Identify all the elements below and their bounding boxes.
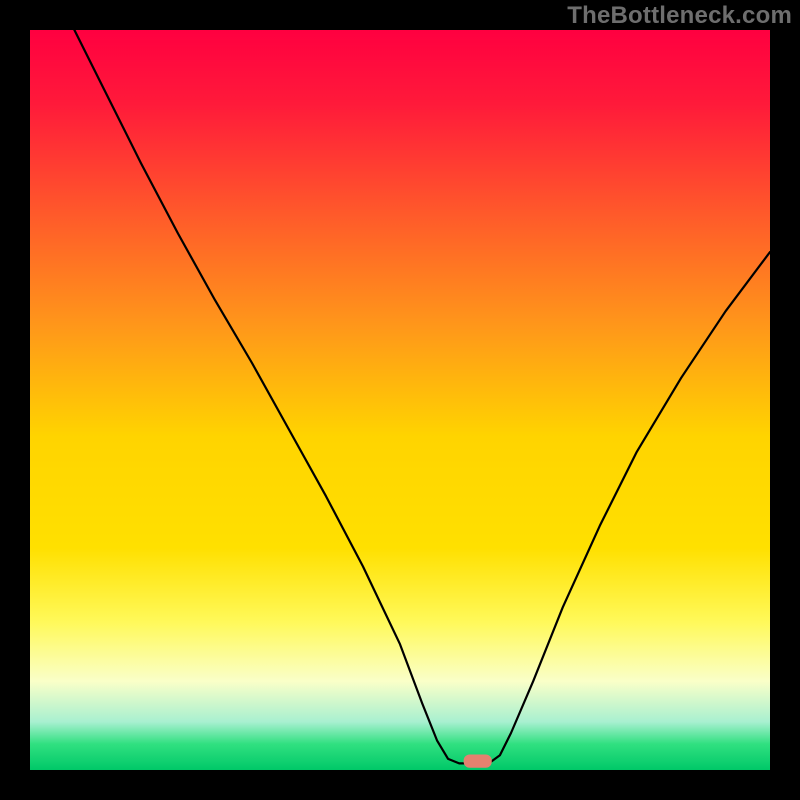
bottleneck-plot (30, 30, 770, 770)
plot-background (30, 30, 770, 770)
watermark-text: TheBottleneck.com (567, 2, 792, 30)
chart-frame: TheBottleneck.com (0, 0, 800, 800)
optimal-marker (464, 754, 492, 767)
